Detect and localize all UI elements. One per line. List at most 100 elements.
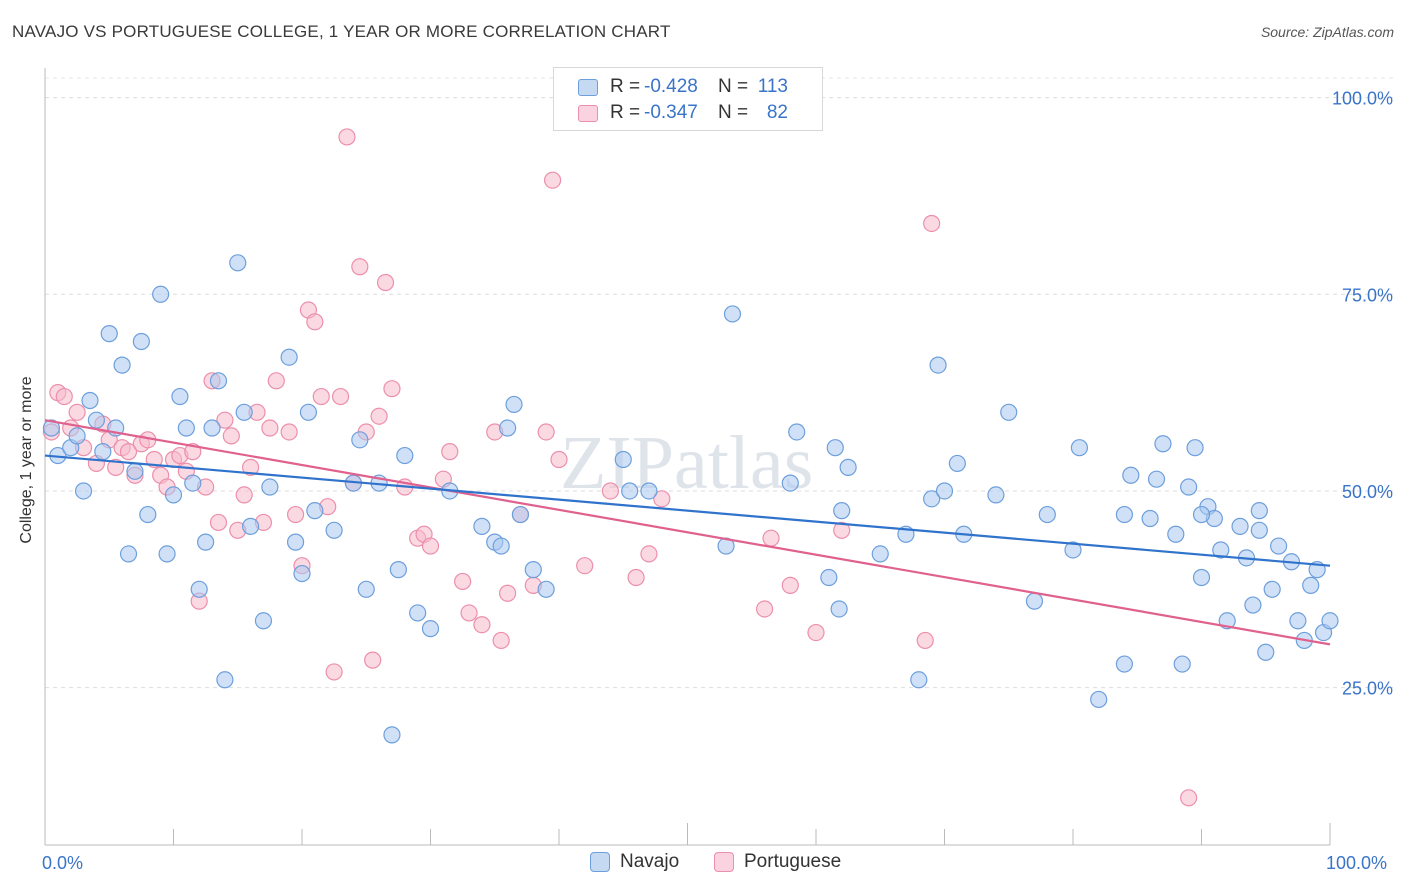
portuguese-point [653, 490, 671, 508]
navajo-point [948, 454, 966, 473]
legend-row-portuguese: R = -0.347 N = 82 [578, 101, 788, 125]
portuguese-trend-line [44, 419, 1331, 646]
navajo-point [1141, 509, 1159, 528]
navajo-point [987, 486, 1005, 504]
navajo-point [1212, 541, 1230, 559]
navajo-point [389, 561, 407, 579]
navajo-point [511, 505, 530, 524]
navajo-point [1064, 541, 1082, 559]
navajo-point [1115, 505, 1134, 524]
legend-row-navajo: R = -0.428 N = 113 [578, 75, 788, 99]
navajo-point [781, 474, 799, 492]
portuguese-point [312, 387, 330, 406]
y-tick-label: 50.0% [1342, 482, 1393, 502]
portuguese-point [267, 372, 285, 390]
navajo-point [1070, 439, 1089, 457]
navajo-point [1250, 502, 1268, 520]
navajo-point [152, 285, 170, 303]
navajo-point [280, 348, 298, 366]
portuguese-point [576, 557, 594, 575]
portuguese-point [807, 623, 825, 642]
legend-portuguese[interactable]: Portuguese [714, 851, 841, 873]
navajo-point [229, 254, 247, 272]
navajo-point [216, 671, 234, 689]
portuguese-swatch [714, 852, 734, 872]
navajo-point [235, 403, 253, 421]
portuguese-point [364, 651, 382, 669]
portuguese-point [370, 407, 388, 425]
portuguese-point [454, 572, 472, 591]
portuguese-point [286, 505, 305, 524]
portuguese-point [762, 529, 780, 547]
navajo-trend-line [44, 454, 1331, 567]
x-tick-min: 0.0% [42, 853, 84, 873]
portuguese-point [280, 423, 298, 441]
navajo-point [42, 419, 61, 437]
legend-navajo-label: Navajo [620, 851, 680, 872]
navajo-point [723, 305, 742, 323]
navajo-point [209, 372, 228, 390]
navajo-point [1257, 643, 1275, 661]
navajo-point [1180, 478, 1198, 496]
portuguese-point [543, 171, 562, 189]
portuguese-point [1180, 789, 1198, 807]
navajo-point [126, 462, 144, 480]
portuguese-point [499, 584, 517, 602]
navajo-point [1192, 568, 1211, 587]
portuguese-point [216, 411, 234, 429]
navajo-point [1038, 505, 1056, 524]
portuguese-point [833, 521, 851, 539]
navajo-point [158, 545, 176, 563]
portuguese-point [376, 273, 395, 292]
portuguese-point [473, 616, 491, 634]
navajo-point [299, 403, 318, 421]
navajo-point [640, 482, 658, 500]
navajo-point [839, 458, 857, 476]
navajo-point [826, 439, 844, 457]
r-label: R = [610, 76, 641, 97]
legend-portuguese-label: Portuguese [744, 851, 842, 872]
navajo-point [505, 395, 523, 414]
navajo-point [261, 478, 279, 496]
navajo-point [1321, 612, 1339, 630]
navajo-point [929, 356, 947, 374]
navajo-point [396, 446, 414, 465]
portuguese-point [351, 258, 369, 276]
navajo-point [293, 564, 311, 583]
legend-navajo[interactable]: Navajo [590, 851, 679, 873]
portuguese-point [923, 214, 941, 233]
navajo-point [621, 482, 639, 500]
navajo-swatch [578, 78, 598, 96]
portuguese-point [338, 128, 356, 146]
watermark: ZIPatlas [560, 421, 813, 505]
n-label: N = [718, 76, 749, 97]
portuguese-point [492, 631, 510, 650]
navajo-point [409, 604, 427, 622]
navajo-point [871, 545, 889, 563]
navajo-point [325, 521, 343, 539]
navajo-point [820, 568, 838, 587]
navajo-point [1115, 655, 1134, 673]
navajo-point [492, 537, 510, 555]
portuguese-point [383, 380, 401, 398]
navajo-point [1302, 576, 1320, 594]
portuguese-point [537, 423, 555, 441]
portuguese-point [68, 403, 86, 421]
portuguese-point [627, 568, 645, 587]
portuguese-point [441, 443, 459, 461]
navajo-point [788, 423, 806, 441]
portuguese-point [421, 537, 440, 555]
navajo-point [351, 431, 369, 449]
navajo-point [74, 482, 93, 500]
navajo-point [1231, 517, 1249, 535]
portuguese-point [640, 545, 658, 563]
portuguese-point [755, 600, 774, 618]
trend-lines [44, 419, 1331, 646]
navajo-point [421, 620, 440, 638]
r-label: R = [610, 102, 641, 123]
y-tick-label: 25.0% [1342, 679, 1393, 699]
n-label: N = [718, 102, 749, 123]
navajo-point [94, 443, 112, 461]
portuguese-point [325, 663, 343, 681]
y-tick-labels: 25.0% 50.0% 75.0% 100.0% [1332, 89, 1393, 699]
